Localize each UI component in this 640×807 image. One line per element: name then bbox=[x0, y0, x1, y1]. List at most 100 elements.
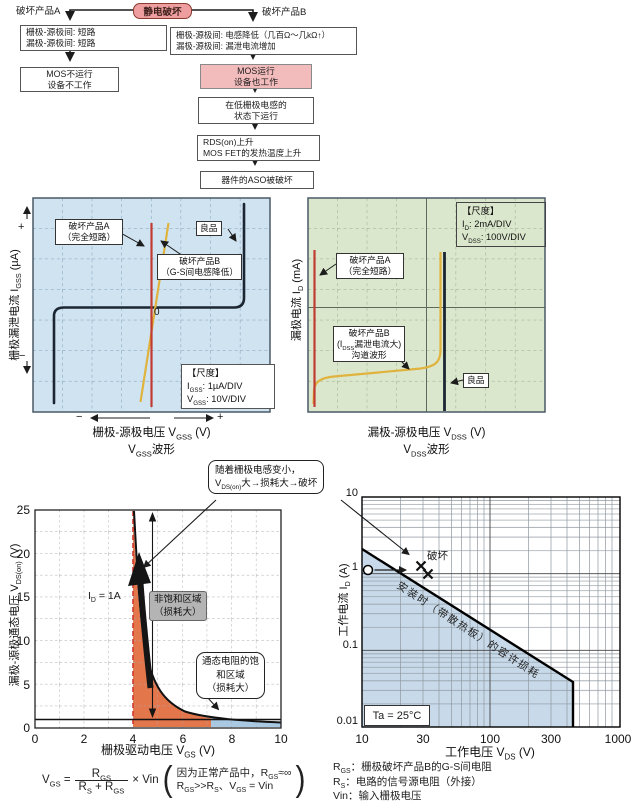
flow-box-b3-line1: 在低栅极电感的 bbox=[225, 99, 287, 110]
dss-label-product-b-line3: 沟道波形 bbox=[351, 349, 387, 360]
gss-label-product-b-line1: 破坏产品B bbox=[179, 256, 221, 266]
dss-scale-title: 【尺度】 bbox=[462, 206, 500, 216]
trace-good-gss bbox=[52, 202, 246, 405]
vdson-x-tick-4: 4 bbox=[129, 732, 137, 746]
vdson-y-tick-0: 0 bbox=[23, 721, 30, 735]
vdson-y-tick-15: 15 bbox=[16, 590, 30, 604]
flow-box-b4-line1: RDS(on)上升 bbox=[203, 137, 254, 147]
soa-x-tick-10: 10 bbox=[355, 732, 369, 746]
gss-zero-label: 0 bbox=[154, 307, 160, 318]
vdson-x-tick-6: 6 bbox=[179, 732, 187, 746]
vdson-y-tick-25: 25 bbox=[16, 503, 30, 517]
saturation-line3: （损耗大） bbox=[206, 683, 255, 694]
legend-rs: RS：电路的信号源电阻（外接） bbox=[333, 775, 482, 790]
soa-y-tick-10: 10 bbox=[345, 487, 358, 499]
formula-note-line2: RGS>>RS、VGS = Vin bbox=[176, 780, 274, 795]
flow-box-a2-line1: MOS不运行 bbox=[46, 68, 93, 79]
dss-label-product-a-line1: 破坏产品A bbox=[349, 255, 391, 265]
dss-label-good: 良品 bbox=[463, 373, 489, 388]
formula-numerator: RGS bbox=[74, 768, 129, 781]
flow-box-a1: 栅极-源极间: 短路 漏极-源极间: 短路 bbox=[20, 25, 167, 51]
gss-label-product-a-line2: （完全短路） bbox=[62, 231, 116, 242]
trace-product-b-gss bbox=[139, 222, 170, 403]
dss-x-axis-label: 漏极-源极电压 VDSS (V) bbox=[367, 427, 486, 442]
flow-box-b1-line2: 漏极-源极间: 漏泄电流增加 bbox=[176, 41, 276, 51]
flow-box-a1-line1: 栅极-源极间: 短路 bbox=[26, 27, 96, 37]
flow-box-b2-line2: 设备也工作 bbox=[234, 76, 278, 87]
gss-y-minus: − bbox=[19, 350, 26, 362]
vdson-x-tick-0: 0 bbox=[31, 732, 39, 746]
loss-arrow bbox=[137, 582, 154, 689]
vdson-y-tick-5: 5 bbox=[23, 678, 30, 692]
formula-fraction: RGS RS + RGS bbox=[74, 768, 129, 795]
soa-x-axis-label: 工作电压 VDS (V) bbox=[445, 745, 535, 762]
nonsaturation-line1: 非饱和区域 bbox=[154, 594, 202, 605]
branch-b-label: 破坏产品B bbox=[262, 7, 307, 18]
nonsaturation-label: 非饱和区域 （损耗大） bbox=[149, 591, 207, 621]
flow-box-b4: RDS(on)上升 MOS FET的发热温度上升 bbox=[197, 135, 320, 161]
callout-line2: VDS(on)大→损耗大→破坏 bbox=[215, 478, 318, 491]
vdson-y-tick-10: 10 bbox=[16, 634, 30, 648]
callout-leaders bbox=[142, 499, 410, 569]
gss-x-axis-sub: VGSS波形 bbox=[128, 444, 175, 459]
formula-rhs: × Vin bbox=[132, 774, 159, 786]
formula-lhs: VGS = bbox=[42, 774, 71, 789]
formula-note-line1: 因为正常产品中，RGS≈∞ bbox=[176, 766, 292, 781]
vdson-y-tick-20: 20 bbox=[16, 547, 30, 561]
formula-denominator: RS + RGS bbox=[78, 780, 125, 795]
symbol-legend: RGS：栅极破坏产品B的G-S间电阻 RS：电路的信号源电阻（外接） Vin：输… bbox=[333, 760, 492, 804]
callout-line1: 随着栅极电感变小， bbox=[215, 465, 301, 476]
soa-y-tick-1: 1 bbox=[351, 561, 358, 573]
destroy-label: 破坏 bbox=[427, 550, 448, 562]
gss-x-minus: − bbox=[76, 411, 83, 423]
id-1a-label: ID = 1A bbox=[88, 590, 121, 605]
saturation-line1: 通态电阻的饱 bbox=[202, 656, 260, 667]
vdson-x-tick-10: 10 bbox=[274, 732, 288, 746]
flow-box-b3: 在低栅极电感的 状态下运行 bbox=[198, 97, 314, 124]
gss-label-good: 良品 bbox=[196, 221, 222, 236]
flow-box-a2-line2: 设备不工作 bbox=[47, 79, 92, 90]
vdss-oscillogram bbox=[307, 197, 546, 413]
formula-paren-open: ( bbox=[162, 759, 173, 799]
flow-box-a2: MOS不运行 设备不工作 bbox=[20, 67, 119, 92]
dss-label-product-a-line2: （完全短路） bbox=[343, 265, 397, 276]
gss-scale-line2: VGSS: 10V/DIV bbox=[187, 394, 246, 407]
branch-a-label: 破坏产品A bbox=[16, 6, 61, 17]
soa-x-tick-100: 100 bbox=[479, 732, 501, 746]
vgs-formula: VGS = RGS RS + RGS × Vin ( 因为正常产品中，RGS≈∞… bbox=[42, 759, 305, 799]
legend-rgs: RGS：栅极破坏产品B的G-S间电阻 bbox=[333, 761, 492, 776]
gss-scale-line1: IGSS: 1µA/DIV bbox=[187, 381, 243, 394]
dss-x-axis-sub: VDSS波形 bbox=[403, 444, 450, 459]
soa-chart bbox=[361, 496, 621, 728]
saturation-line2: 和区域 bbox=[216, 669, 245, 681]
soa-x-tick-300: 300 bbox=[540, 732, 562, 746]
gate-resistance-callout: 随着栅极电感变小， VDS(on)大→损耗大→破坏 bbox=[208, 460, 325, 494]
saturation-label: 通态电阻的饱 和区域 （损耗大） bbox=[196, 652, 266, 699]
gss-x-axis-label: 栅极-源极电压 VGSS (V) bbox=[92, 427, 211, 442]
soa-x-tick-30: 30 bbox=[416, 732, 430, 746]
soa-y-tick-0_01: 0.01 bbox=[336, 715, 358, 727]
operating-point-marker bbox=[362, 564, 374, 576]
gss-label-product-b: 破坏产品B （G-S间电感降低） bbox=[157, 254, 243, 280]
soa-y-axis-label: 工作电流 ID (A) bbox=[338, 563, 353, 637]
gss-label-product-a-line1: 破坏产品A bbox=[68, 221, 110, 231]
vdson-x-tick-8: 8 bbox=[228, 732, 236, 746]
vdson-y-axis-label: 漏极-源极通态电压 VDS(on) (V) bbox=[9, 543, 24, 687]
gss-x-plus: + bbox=[217, 411, 224, 423]
nonsaturation-line2: （损耗大） bbox=[154, 607, 202, 618]
gss-label-product-a: 破坏产品A （完全短路） bbox=[55, 219, 123, 245]
vdson-x-axis-label: 栅极驱动电压 VGS (V) bbox=[100, 743, 216, 760]
gss-scale-title: 【尺度】 bbox=[187, 368, 225, 378]
flow-box-b2: MOS运行 设备也工作 bbox=[200, 64, 312, 89]
soa-y-tick-0_1: 0.1 bbox=[342, 639, 358, 651]
formula-note: 因为正常产品中，RGS≈∞ RGS>>RS、VGS = Vin bbox=[176, 766, 292, 795]
flow-box-b1-line1: 栅极-源极间: 电感降低（几百Ω～几kΩ↑） bbox=[176, 30, 330, 40]
dss-label-product-b-line2: (IDSS漏泄电流大) bbox=[337, 338, 402, 352]
flow-box-b2-line1: MOS运行 bbox=[237, 65, 275, 76]
soa-x-tick-1000: 1000 bbox=[604, 732, 632, 746]
dss-scale-line1: ID: 2mA/DIV bbox=[462, 219, 512, 232]
gss-scale-box: 【尺度】 IGSS: 1µA/DIV VGSS: 10V/DIV bbox=[181, 364, 275, 409]
flow-box-b4-line2: MOS FET的发热温度上升 bbox=[203, 148, 302, 158]
